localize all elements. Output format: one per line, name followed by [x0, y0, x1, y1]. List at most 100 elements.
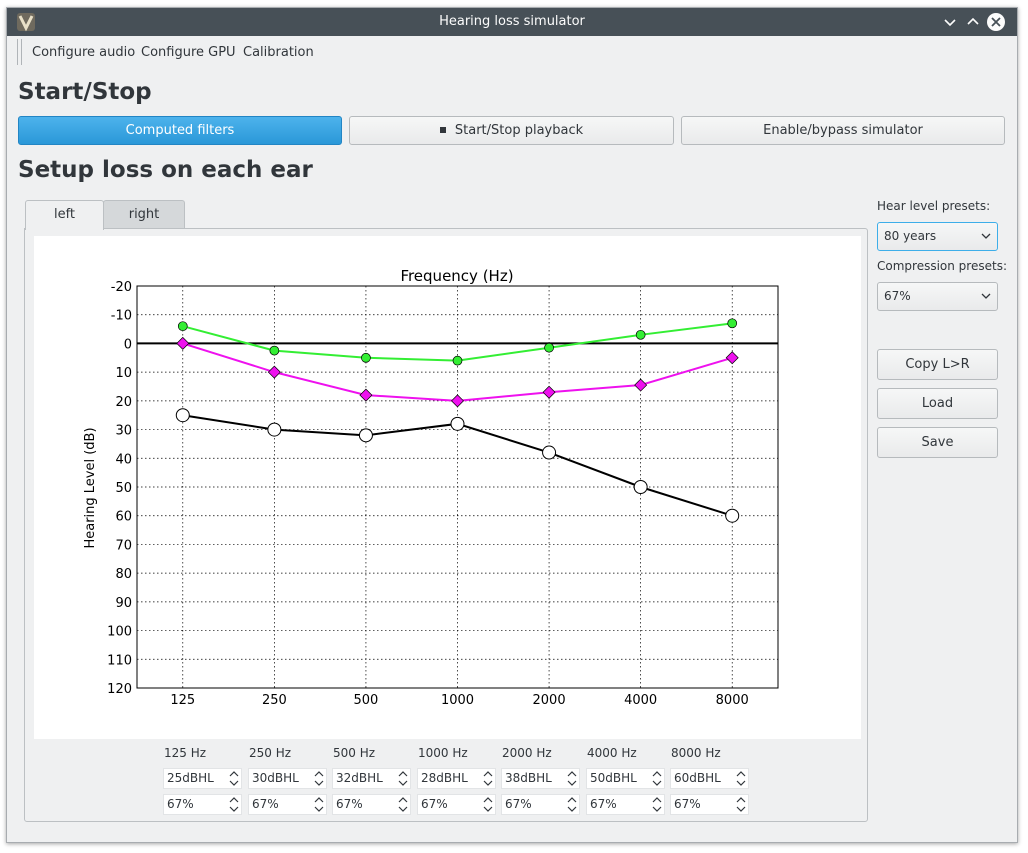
- y-tick-label: 80: [115, 567, 132, 582]
- spin-arrows-icon[interactable]: [482, 769, 494, 788]
- compression-spinbox[interactable]: 67%: [417, 794, 496, 815]
- hearing-level-spinbox[interactable]: 28dBHL: [417, 768, 496, 789]
- compression-spinbox[interactable]: 67%: [670, 794, 749, 815]
- copy-left-to-right-button[interactable]: Copy L>R: [877, 349, 998, 380]
- data-point[interactable]: [358, 428, 373, 443]
- menu-calibration[interactable]: Calibration: [243, 45, 314, 60]
- data-point[interactable]: [177, 321, 188, 332]
- compression-select[interactable]: 67%: [877, 282, 998, 311]
- y-tick-label: 10: [115, 366, 132, 381]
- data-point[interactable]: [361, 352, 371, 363]
- computed-filters-label: Computed filters: [125, 123, 235, 138]
- spin-arrows-icon[interactable]: [228, 795, 240, 814]
- title-bar[interactable]: Hearing loss simulator: [7, 8, 1017, 36]
- data-point[interactable]: [635, 329, 646, 340]
- data-point[interactable]: [451, 394, 464, 408]
- hearing-level-spinbox[interactable]: 25dBHL: [163, 768, 242, 789]
- hear-level-select[interactable]: 80 years: [877, 222, 998, 251]
- hearing-level-spinbox-value: 38dBHL: [505, 771, 552, 785]
- spin-arrows-icon[interactable]: [566, 795, 578, 814]
- minimize-icon[interactable]: [940, 12, 960, 32]
- hearing-level-spinbox-value: 32dBHL: [336, 771, 383, 785]
- hearing-level-spinbox[interactable]: 38dBHL: [501, 768, 580, 789]
- chart-title: Frequency (Hz): [400, 267, 513, 285]
- data-point[interactable]: [269, 345, 280, 356]
- compression-spinbox[interactable]: 67%: [332, 794, 411, 815]
- enable-bypass-button[interactable]: Enable/bypass simulator: [681, 116, 1005, 145]
- save-button[interactable]: Save: [877, 427, 998, 458]
- data-point[interactable]: [542, 385, 556, 399]
- compression-spinbox-value: 67%: [674, 797, 701, 811]
- compression-spinbox-value: 67%: [252, 797, 279, 811]
- data-point[interactable]: [176, 336, 190, 350]
- compression-spinbox-value: 67%: [336, 797, 363, 811]
- data-point[interactable]: [175, 408, 190, 423]
- data-point[interactable]: [267, 422, 282, 437]
- tab-left[interactable]: left: [25, 200, 104, 230]
- compression-spinbox[interactable]: 67%: [501, 794, 580, 815]
- spin-arrows-icon[interactable]: [651, 795, 663, 814]
- y-tick-label: 110: [107, 653, 132, 668]
- hearing-level-spinbox[interactable]: 32dBHL: [332, 768, 411, 789]
- data-point[interactable]: [725, 351, 739, 365]
- data-point[interactable]: [267, 365, 281, 379]
- chart-series: [175, 318, 740, 523]
- audiogram-plot[interactable]: Frequency (Hz) Hearing Level (dB) -20 -10…: [34, 236, 861, 739]
- y-tick-label: 60: [115, 510, 132, 525]
- audiogram-chart[interactable]: Frequency (Hz) Hearing Level (dB) -20 -10…: [34, 236, 861, 739]
- data-point[interactable]: [359, 388, 373, 402]
- menu-configure-audio[interactable]: Configure audio: [32, 45, 136, 60]
- chart-y-axis-label: Hearing Level (dB): [83, 427, 98, 548]
- frequency-label: 250 Hz: [249, 746, 292, 760]
- tab-right[interactable]: right: [103, 200, 185, 229]
- menu-configure-gpu[interactable]: Configure GPU: [141, 45, 236, 60]
- data-point[interactable]: [633, 480, 648, 494]
- start-stop-playback-label: Start/Stop playback: [454, 123, 584, 138]
- load-button[interactable]: Load: [877, 388, 998, 419]
- x-tick-label: 1000: [441, 693, 474, 708]
- x-tick-label: 500: [354, 693, 379, 708]
- hearing-level-spinbox[interactable]: 30dBHL: [248, 768, 327, 789]
- spin-arrows-icon[interactable]: [313, 795, 325, 814]
- compression-spinbox-value: 67%: [167, 797, 194, 811]
- spin-arrows-icon[interactable]: [651, 769, 663, 788]
- y-tick-label: 20: [115, 395, 132, 410]
- data-point[interactable]: [727, 318, 738, 329]
- y-tick-label: -10: [111, 309, 132, 324]
- compression-spinbox[interactable]: 67%: [248, 794, 327, 815]
- tab-pane-left: [24, 228, 868, 822]
- hearing-level-spinbox[interactable]: 60dBHL: [670, 768, 749, 789]
- compression-label: Compression presets:: [877, 259, 1007, 273]
- hearing-level-spinbox[interactable]: 50dBHL: [586, 768, 665, 789]
- y-tick-label: 40: [115, 452, 132, 467]
- maximize-icon[interactable]: [963, 12, 983, 32]
- spin-arrows-icon[interactable]: [397, 769, 409, 788]
- spin-arrows-icon[interactable]: [313, 769, 325, 788]
- spin-arrows-icon[interactable]: [566, 769, 578, 788]
- data-point[interactable]: [634, 378, 648, 392]
- spin-arrows-icon[interactable]: [397, 795, 409, 814]
- compression-spinbox[interactable]: 67%: [163, 794, 242, 815]
- compression-spinbox[interactable]: 67%: [586, 794, 665, 815]
- hearing-level-spinbox-value: 50dBHL: [590, 771, 637, 785]
- chart-frame: [136, 285, 779, 689]
- spin-arrows-icon[interactable]: [735, 769, 747, 788]
- spin-arrows-icon[interactable]: [735, 795, 747, 814]
- y-tick-label: 90: [115, 596, 132, 611]
- menu-bar: Configure audio Configure GPU Calibratio…: [7, 36, 1017, 68]
- y-tick-label: -20: [111, 280, 132, 295]
- start-stop-playback-button[interactable]: Start/Stop playback: [349, 116, 674, 145]
- computed-filters-button[interactable]: Computed filters: [18, 116, 342, 145]
- frequency-label: 2000 Hz: [502, 746, 552, 760]
- toolbar-handle[interactable]: [17, 39, 22, 65]
- spin-arrows-icon[interactable]: [228, 769, 240, 788]
- data-point[interactable]: [544, 342, 554, 353]
- x-tick-label: 4000: [624, 693, 657, 708]
- data-point[interactable]: [450, 416, 465, 431]
- data-point[interactable]: [452, 355, 463, 366]
- data-point[interactable]: [542, 445, 557, 460]
- spin-arrows-icon[interactable]: [482, 795, 494, 814]
- data-point[interactable]: [725, 508, 740, 523]
- chart-ticks: -20 -10 0 10 20 30 40 50 60 70 80 90 100 110 120 125 250…: [107, 280, 749, 708]
- close-icon[interactable]: [987, 13, 1005, 31]
